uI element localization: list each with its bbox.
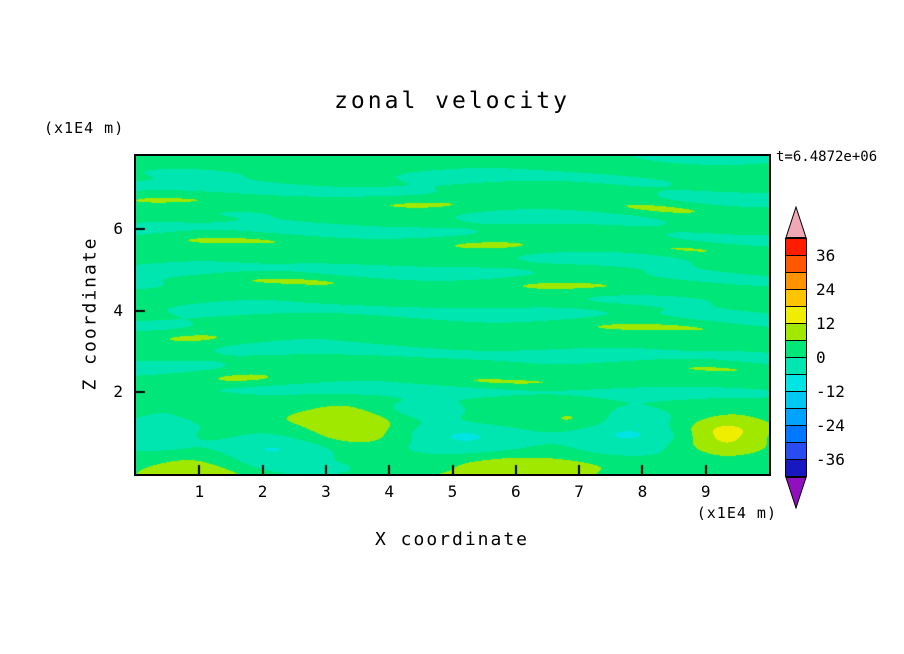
colorbar-segment — [786, 460, 806, 476]
colorbar-segment — [786, 239, 806, 256]
x-tick-label: 8 — [637, 482, 648, 501]
x-axis-title: X coordinate — [374, 529, 530, 550]
colorbar-bar — [785, 238, 807, 477]
colorbar-segment — [786, 307, 806, 324]
colorbar-tick-label: -12 — [816, 382, 845, 401]
colorbar-segment — [786, 273, 806, 290]
colorbar-segment — [786, 324, 806, 341]
y-tick-label: 4 — [113, 300, 123, 320]
colorbar-segment — [786, 443, 806, 460]
colorbar-segment — [786, 290, 806, 307]
time-annotation: t=6.4872e+06 — [776, 149, 878, 165]
colorbar-segment — [786, 426, 806, 443]
y-tick-label: 2 — [113, 382, 123, 402]
x-tick-label: 2 — [257, 482, 268, 501]
colorbar-tick-label: 0 — [816, 348, 826, 367]
colorbar-segment — [786, 392, 806, 409]
x-axis-units-label: (x1E4 m) — [696, 504, 777, 522]
colorbar-segment — [786, 341, 806, 358]
colorbar-over-arrow — [785, 206, 807, 238]
colorbar-segment — [786, 256, 806, 273]
colorbar-tick-label: 36 — [816, 246, 836, 265]
colorbar-tick-label: 12 — [816, 314, 836, 333]
colorbar-tick-label: -24 — [816, 416, 845, 435]
y-tick-label: 6 — [113, 219, 123, 239]
x-tick-label: 5 — [447, 482, 458, 501]
colorbar-under-arrow — [785, 477, 807, 509]
x-tick-label: 6 — [510, 482, 521, 501]
y-axis-units-label: (x1E4 m) — [44, 119, 125, 137]
x-tick-label: 4 — [384, 482, 394, 501]
colorbar-tick-label: 24 — [816, 280, 836, 299]
chart-title: zonal velocity — [334, 88, 570, 114]
x-tick-label: 1 — [194, 482, 205, 501]
colorbar-tick-label: -36 — [816, 450, 845, 469]
x-tick-label: 3 — [321, 482, 331, 501]
contour-field-canvas — [136, 156, 769, 474]
x-tick-label: 7 — [574, 482, 584, 501]
colorbar: 36 24 12 0 -12 -24 -36 — [785, 206, 855, 509]
plot-area — [134, 154, 771, 476]
colorbar-segment — [786, 358, 806, 375]
colorbar-segment — [786, 375, 806, 392]
x-tick-label: 9 — [700, 482, 711, 501]
colorbar-segment — [786, 409, 806, 426]
